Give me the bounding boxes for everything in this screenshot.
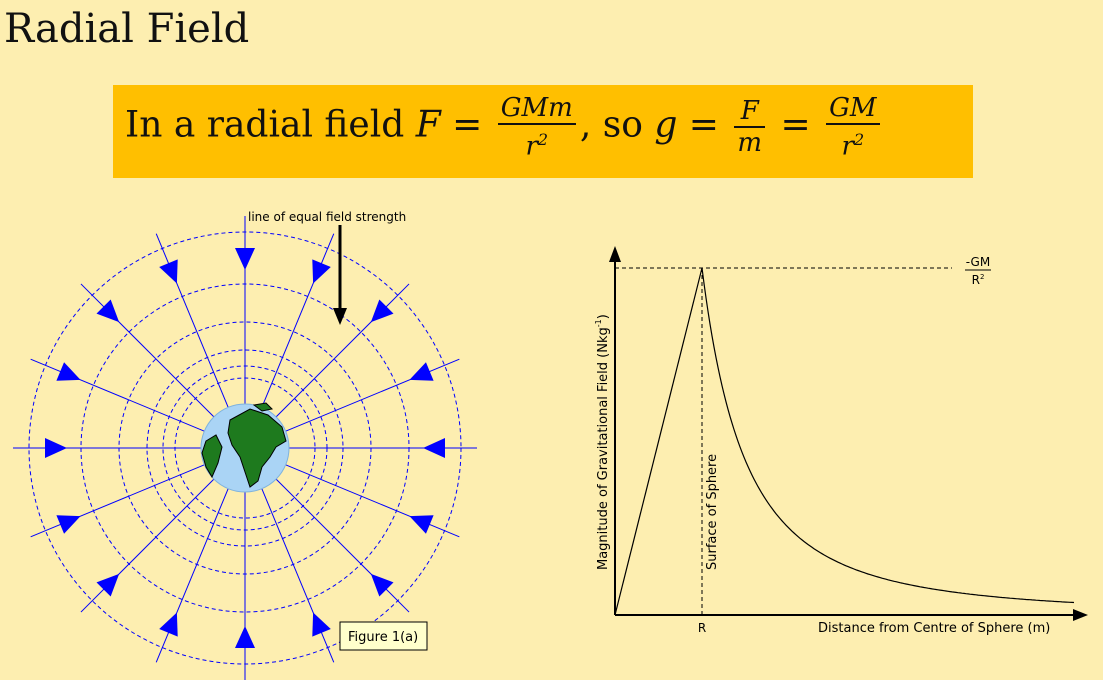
caption-box bbox=[339, 621, 428, 651]
y-axis-label: Magnitude of Gravitational Field (Nkg-1) bbox=[594, 314, 611, 570]
fraction-denominator: r2 bbox=[826, 125, 879, 162]
field-arrowhead-9 bbox=[235, 626, 255, 648]
radial-field-diagram: line of equal field strength Figure 1(a) bbox=[13, 210, 477, 680]
field-arrowhead-14 bbox=[56, 362, 81, 381]
field-line-12 bbox=[30, 464, 205, 538]
field-line-15 bbox=[80, 283, 215, 418]
formula-equals: = bbox=[440, 104, 494, 146]
field-line-7 bbox=[275, 478, 410, 613]
field-arrowhead-4 bbox=[409, 362, 434, 381]
den-r: r bbox=[841, 131, 854, 162]
field-line-6 bbox=[285, 464, 460, 538]
formula-F: F bbox=[415, 104, 441, 146]
formula-g: g bbox=[654, 104, 678, 146]
peak-value-numerator: -GM bbox=[966, 255, 990, 269]
field-line-4 bbox=[285, 358, 460, 432]
fraction-denominator: r2 bbox=[498, 125, 576, 162]
field-line-16 bbox=[155, 233, 229, 408]
field-line-8 bbox=[261, 488, 335, 663]
field-line-14 bbox=[30, 358, 205, 432]
field-arrowhead-11 bbox=[96, 573, 120, 597]
den-exponent: 2 bbox=[853, 130, 865, 149]
field-arrowhead-16 bbox=[159, 259, 178, 284]
annotation-label: line of equal field strength bbox=[248, 210, 406, 224]
r-tick-label: R bbox=[698, 621, 706, 635]
y-axis-label-end: ) bbox=[596, 314, 611, 319]
figure-caption: Figure 1(a) bbox=[348, 630, 418, 645]
field-arrowhead-5 bbox=[423, 438, 445, 458]
peak-den-r: R bbox=[972, 273, 980, 287]
fraction-gm-r2: GM r2 bbox=[826, 93, 880, 162]
fraction-numerator: F bbox=[734, 96, 766, 129]
field-line-2 bbox=[261, 233, 335, 408]
field-arrowhead-7 bbox=[370, 573, 394, 597]
x-axis-arrow bbox=[1073, 609, 1088, 621]
field-line-10 bbox=[155, 488, 229, 663]
den-exponent: 2 bbox=[537, 130, 549, 149]
field-arrowhead-1 bbox=[235, 248, 255, 270]
surface-label: Surface of Sphere bbox=[705, 454, 720, 570]
peak-den-exponent: 2 bbox=[980, 273, 984, 281]
field-line-11 bbox=[80, 478, 215, 613]
fraction-numerator: GMm bbox=[497, 93, 576, 125]
field-strength-graph: R Distance from Centre of Sphere (m) Mag… bbox=[594, 246, 1088, 636]
field-arrowhead-3 bbox=[370, 299, 394, 323]
y-axis-label-exponent: -1 bbox=[594, 319, 603, 327]
den-r: r bbox=[525, 131, 538, 162]
formula-equals-3: = bbox=[769, 104, 823, 146]
field-arrowhead-2 bbox=[312, 259, 331, 284]
y-axis-arrow bbox=[609, 246, 621, 262]
inside-sphere-line bbox=[614, 267, 703, 616]
field-arrowhead-13 bbox=[45, 438, 67, 458]
x-axis-label: Distance from Centre of Sphere (m) bbox=[818, 621, 1050, 636]
radial-field-lines bbox=[13, 216, 477, 680]
fraction-numerator: GM bbox=[826, 93, 880, 125]
annotation-pointer-arrow bbox=[333, 308, 347, 325]
field-direction-arrows bbox=[45, 248, 445, 648]
formula-equals-2: = bbox=[677, 104, 731, 146]
inverse-square-curve bbox=[701, 267, 1075, 604]
field-line-3 bbox=[275, 283, 410, 418]
field-arrowhead-6 bbox=[409, 515, 434, 534]
formula-mid: , so bbox=[579, 104, 655, 146]
field-arrowhead-10 bbox=[159, 612, 178, 637]
fraction-gmm-r2: GMm r2 bbox=[497, 93, 576, 162]
earth-globe-icon bbox=[200, 402, 290, 493]
field-arrowhead-8 bbox=[312, 612, 331, 637]
field-arrowhead-12 bbox=[56, 515, 81, 534]
y-axis-label-text: Magnitude of Gravitational Field (Nkg bbox=[596, 327, 611, 570]
peak-value-denominator: R2 bbox=[972, 273, 985, 287]
fraction-denominator: m bbox=[737, 128, 763, 159]
formula-prefix: In a radial field bbox=[125, 104, 416, 146]
slide-title: Radial Field bbox=[4, 6, 250, 52]
field-arrowhead-15 bbox=[96, 299, 120, 323]
